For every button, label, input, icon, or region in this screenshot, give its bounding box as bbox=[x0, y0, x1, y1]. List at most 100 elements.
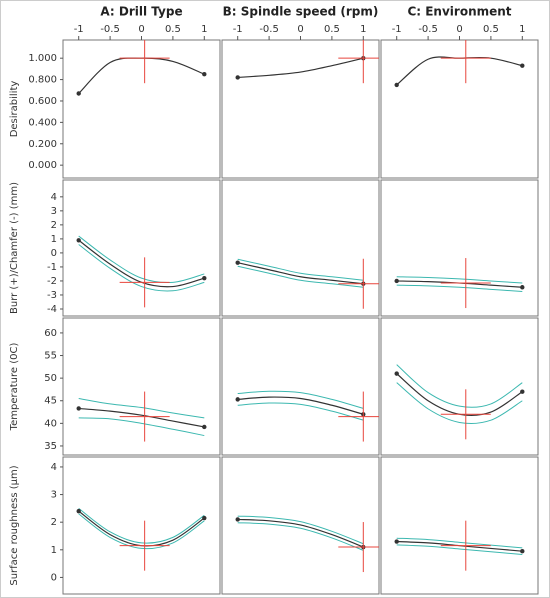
panel bbox=[380, 179, 539, 317]
panel bbox=[380, 456, 539, 595]
panel bbox=[62, 179, 221, 317]
panel bbox=[380, 39, 539, 179]
confidence-line bbox=[396, 544, 523, 556]
design-point bbox=[520, 548, 525, 554]
confidence-line bbox=[237, 522, 364, 551]
x-tick-label: 0 bbox=[138, 24, 144, 35]
y-axis-label: Burr (+)/Chamfer (-) (mm) bbox=[9, 182, 20, 314]
design-point bbox=[394, 539, 399, 544]
x-tick-label: -1 bbox=[233, 24, 243, 35]
design-point bbox=[235, 75, 240, 80]
column-title: B: Spindle speed (rpm) bbox=[223, 5, 379, 19]
panel bbox=[62, 456, 221, 595]
confidence-line bbox=[237, 515, 364, 545]
design-point bbox=[520, 285, 525, 290]
confidence-line bbox=[396, 276, 523, 284]
prediction-line bbox=[237, 262, 364, 285]
design-point bbox=[202, 72, 207, 77]
y-tick-label: 0.600 bbox=[28, 96, 57, 107]
design-point bbox=[394, 371, 399, 376]
y-tick-label: 0 bbox=[51, 248, 57, 259]
prediction-line bbox=[237, 57, 364, 79]
confidence-line bbox=[78, 235, 205, 284]
y-axis-label: Surface roughness (µm) bbox=[9, 465, 20, 585]
y-tick-label: 0.000 bbox=[28, 160, 57, 171]
confidence-line bbox=[78, 417, 205, 437]
design-point bbox=[76, 91, 81, 96]
y-tick-label: 1.000 bbox=[28, 53, 57, 64]
confidence-line bbox=[237, 265, 364, 288]
confidence-line bbox=[396, 382, 523, 425]
x-tick-label: -1 bbox=[74, 24, 84, 35]
confidence-line bbox=[396, 537, 523, 549]
y-tick-label: 1 bbox=[51, 545, 57, 556]
y-tick-label: 40 bbox=[44, 418, 57, 429]
confidence-line bbox=[237, 402, 364, 421]
design-point bbox=[520, 63, 525, 68]
y-tick-label: 1 bbox=[51, 234, 57, 245]
panel bbox=[221, 39, 380, 179]
panel bbox=[62, 39, 221, 179]
design-point bbox=[202, 515, 207, 521]
y-axis-label: Temperature (0C) bbox=[9, 343, 20, 432]
x-tick-label: -0.5 bbox=[100, 24, 120, 35]
design-point bbox=[76, 406, 81, 411]
design-point bbox=[202, 275, 207, 281]
x-tick-label: 0 bbox=[456, 24, 462, 35]
x-tick-label: 1 bbox=[519, 24, 525, 35]
design-point bbox=[394, 82, 399, 88]
design-point bbox=[394, 278, 399, 284]
panel bbox=[221, 179, 380, 317]
y-tick-label: -2 bbox=[47, 276, 57, 287]
y-tick-label: -3 bbox=[47, 290, 57, 301]
y-tick-label: 35 bbox=[44, 441, 57, 452]
y-tick-label: 55 bbox=[44, 351, 57, 362]
y-tick-label: -1 bbox=[47, 262, 57, 273]
panel bbox=[380, 317, 539, 456]
y-tick-label: 0.400 bbox=[28, 117, 57, 128]
confidence-line bbox=[237, 258, 364, 281]
design-point bbox=[76, 238, 81, 243]
design-point bbox=[235, 517, 240, 522]
y-tick-label: 60 bbox=[44, 328, 57, 339]
y-axis-label: Desirability bbox=[9, 81, 20, 138]
y-tick-label: 45 bbox=[44, 396, 57, 407]
x-tick-label: 0.5 bbox=[165, 24, 181, 35]
confidence-line bbox=[237, 390, 364, 409]
x-tick-label: -1 bbox=[392, 24, 402, 35]
confidence-line bbox=[396, 364, 523, 408]
y-tick-label: 0.200 bbox=[28, 139, 57, 150]
prediction-line bbox=[237, 396, 364, 415]
prediction-line bbox=[78, 407, 205, 428]
column-title: A: Drill Type bbox=[100, 5, 182, 19]
prediction-line bbox=[237, 518, 364, 548]
y-tick-label: 2 bbox=[51, 517, 57, 528]
x-tick-label: 0.5 bbox=[483, 24, 499, 35]
y-tick-label: -4 bbox=[47, 304, 57, 315]
design-point bbox=[202, 424, 207, 430]
column-title: C: Environment bbox=[407, 5, 511, 19]
y-tick-label: 3 bbox=[51, 490, 57, 501]
x-tick-label: -0.5 bbox=[259, 24, 279, 35]
confidence-line bbox=[78, 507, 205, 544]
x-tick-label: 0 bbox=[297, 24, 303, 35]
y-tick-label: 0.800 bbox=[28, 75, 57, 86]
confidence-line bbox=[78, 244, 205, 292]
x-tick-label: 0.5 bbox=[324, 24, 340, 35]
panel bbox=[62, 317, 221, 456]
y-tick-label: 0 bbox=[51, 572, 57, 583]
design-point bbox=[235, 397, 240, 402]
design-point bbox=[76, 508, 81, 514]
x-tick-label: 1 bbox=[360, 24, 366, 35]
y-tick-label: 3 bbox=[51, 206, 57, 217]
x-tick-label: 1 bbox=[201, 24, 207, 35]
confidence-line bbox=[78, 397, 205, 419]
y-tick-label: 50 bbox=[44, 373, 57, 384]
panel bbox=[221, 317, 380, 456]
confidence-line bbox=[78, 513, 205, 550]
y-tick-label: 4 bbox=[51, 462, 57, 473]
design-point bbox=[520, 389, 525, 394]
y-tick-label: 2 bbox=[51, 220, 57, 231]
